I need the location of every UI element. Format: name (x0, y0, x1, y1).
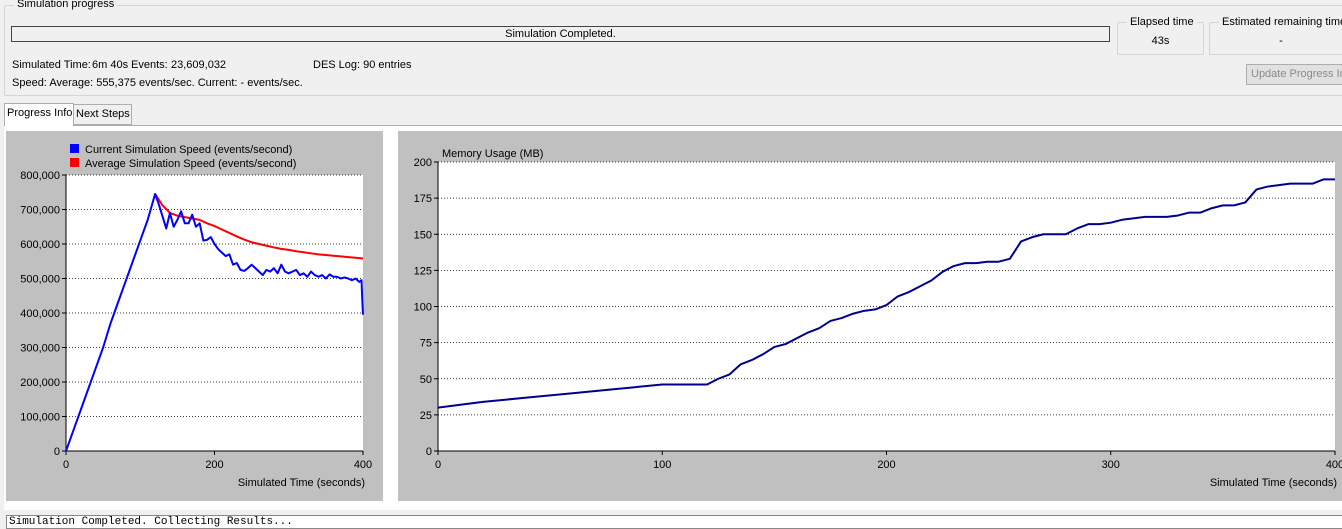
elapsed-time-title: Elapsed time (1127, 16, 1197, 29)
x-tick-label: 400 (1326, 459, 1342, 471)
legend-swatch (70, 158, 79, 167)
y-tick-label: 300,000 (20, 343, 60, 355)
x-tick-label: 400 (354, 459, 372, 471)
elapsed-time-value: 43s (1151, 35, 1170, 47)
events-value: 23,609,032 (171, 59, 227, 71)
des-log-label: DES Log: 90 entries (313, 59, 412, 71)
tab-progress-info[interactable]: Progress Info (4, 103, 74, 126)
speed-chart: 0 100,000 200,000 300,000 400,000 500,000 600,… (20, 144, 372, 489)
chart-title: Memory Usage (MB) (442, 148, 543, 160)
x-tick-label: 200 (205, 459, 223, 471)
simulation-log-output: Simulation Completed. Collecting Results… (6, 515, 1342, 529)
simulation-progress-group (4, 5, 1342, 96)
y-tick-label: 200 (414, 157, 432, 169)
progress-bar-fill (12, 27, 1109, 41)
x-tick-label: 100 (653, 459, 671, 471)
x-tick-label: 200 (877, 459, 895, 471)
series-line (65, 192, 364, 452)
y-tick-label: 700,000 (20, 205, 60, 217)
legend-label: Current Simulation Speed (events/second) (85, 144, 292, 156)
x-tick-label: 0 (435, 459, 441, 471)
speed-chart-panel: 0 100,000 200,000 300,000 400,000 500,000 600,… (6, 131, 383, 501)
plot-area (66, 175, 363, 451)
y-tick-label: 800,000 (20, 170, 60, 182)
y-tick-label: 100,000 (20, 412, 60, 424)
simulation-progress-title: Simulation progress (14, 0, 118, 11)
legend-label: Average Simulation Speed (events/second) (85, 158, 296, 170)
remaining-time-value: - (1279, 35, 1283, 47)
x-axis-label: Simulated Time (seconds) (238, 477, 365, 489)
simulated-time-label: Simulated Time: (12, 59, 91, 71)
y-tick-label: 100 (414, 302, 432, 314)
x-axis-label: Simulated Time (seconds) (1210, 477, 1337, 489)
progress-status-text: Simulation Completed. (505, 28, 616, 40)
speed-label: Speed: Average: 555,375 events/sec. Curr… (12, 77, 303, 89)
series-line (437, 178, 1335, 409)
events-label: Events: (131, 59, 168, 71)
y-tick-label: 50 (420, 374, 432, 386)
x-tick-label: 300 (1102, 459, 1120, 471)
tab-next-steps[interactable]: Next Steps (74, 104, 132, 125)
y-tick-label: 0 (426, 446, 432, 458)
legend-swatch (70, 144, 79, 153)
y-tick-label: 500,000 (20, 274, 60, 286)
y-tick-label: 175 (414, 193, 432, 205)
y-tick-label: 0 (54, 446, 60, 458)
y-tick-label: 200,000 (20, 377, 60, 389)
y-tick-label: 600,000 (20, 239, 60, 251)
simulated-time-value: 6m 40s (92, 59, 129, 71)
y-tick-label: 75 (420, 338, 432, 350)
y-tick-label: 125 (414, 265, 432, 277)
remaining-time-title: Estimated remaining time (1219, 16, 1342, 29)
x-tick-label: 0 (63, 459, 69, 471)
y-tick-label: 150 (414, 229, 432, 241)
memory-chart-panel: 0 25 50 75 100 125 150 175 200 0 100 200 300 400 Simul… (398, 131, 1342, 501)
update-progress-info-button[interactable]: Update Progress Info (1246, 64, 1342, 85)
memory-chart: 0 25 50 75 100 125 150 175 200 0 100 200 300 400 Simul… (414, 148, 1342, 489)
simulation-progress-bar: Simulation Completed. (11, 26, 1110, 42)
y-tick-label: 25 (420, 410, 432, 422)
y-tick-label: 400,000 (20, 308, 60, 320)
